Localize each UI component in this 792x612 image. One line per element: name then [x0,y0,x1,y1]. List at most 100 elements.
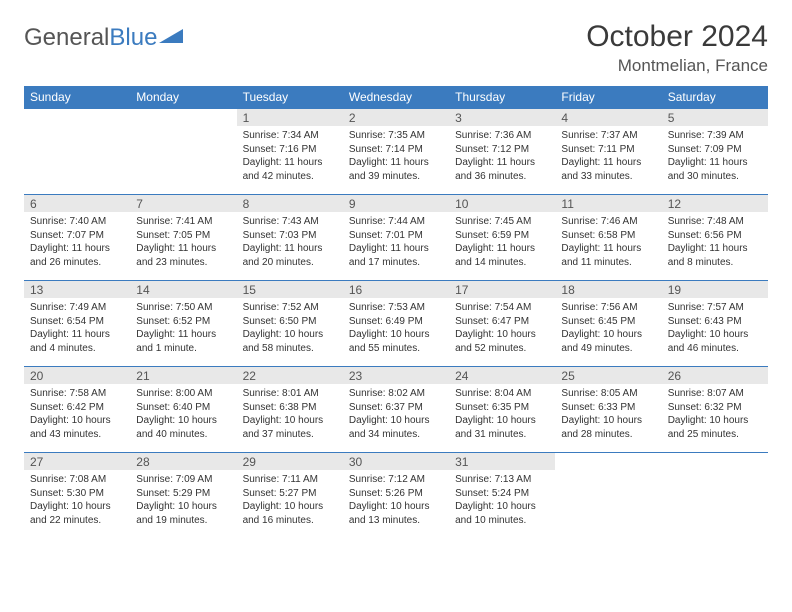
day-info: Sunrise: 8:00 AMSunset: 6:40 PMDaylight:… [130,384,236,445]
calendar-day-cell: 20Sunrise: 7:58 AMSunset: 6:42 PMDayligh… [24,367,130,453]
day-number: 28 [130,453,236,470]
calendar-day-cell: .. [662,453,768,539]
calendar-week-row: 27Sunrise: 7:08 AMSunset: 5:30 PMDayligh… [24,453,768,539]
day-number: 10 [449,195,555,212]
day-number: 4 [555,109,661,126]
calendar-day-cell: 14Sunrise: 7:50 AMSunset: 6:52 PMDayligh… [130,281,236,367]
day-number: 6 [24,195,130,212]
calendar-day-cell: 6Sunrise: 7:40 AMSunset: 7:07 PMDaylight… [24,195,130,281]
calendar-day-cell: 2Sunrise: 7:35 AMSunset: 7:14 PMDaylight… [343,109,449,195]
day-number: 25 [555,367,661,384]
day-info: Sunrise: 7:09 AMSunset: 5:29 PMDaylight:… [130,470,236,531]
calendar-day-cell: 19Sunrise: 7:57 AMSunset: 6:43 PMDayligh… [662,281,768,367]
day-info: Sunrise: 7:43 AMSunset: 7:03 PMDaylight:… [237,212,343,273]
month-title: October 2024 [586,20,768,54]
day-number: 8 [237,195,343,212]
day-number: 31 [449,453,555,470]
day-info: Sunrise: 7:08 AMSunset: 5:30 PMDaylight:… [24,470,130,531]
weekday-header: Saturday [662,86,768,109]
calendar-day-cell: 27Sunrise: 7:08 AMSunset: 5:30 PMDayligh… [24,453,130,539]
calendar-day-cell: 10Sunrise: 7:45 AMSunset: 6:59 PMDayligh… [449,195,555,281]
calendar-day-cell: 5Sunrise: 7:39 AMSunset: 7:09 PMDaylight… [662,109,768,195]
weekday-header: Thursday [449,86,555,109]
day-info: Sunrise: 8:01 AMSunset: 6:38 PMDaylight:… [237,384,343,445]
day-number: 23 [343,367,449,384]
day-number: 12 [662,195,768,212]
title-block: October 2024 Montmelian, France [586,20,768,76]
calendar-day-cell: 13Sunrise: 7:49 AMSunset: 6:54 PMDayligh… [24,281,130,367]
day-number: 3 [449,109,555,126]
day-info: Sunrise: 7:41 AMSunset: 7:05 PMDaylight:… [130,212,236,273]
day-number: 27 [24,453,130,470]
calendar-day-cell: 29Sunrise: 7:11 AMSunset: 5:27 PMDayligh… [237,453,343,539]
day-info: Sunrise: 7:37 AMSunset: 7:11 PMDaylight:… [555,126,661,187]
day-info: Sunrise: 7:45 AMSunset: 6:59 PMDaylight:… [449,212,555,273]
day-number: 21 [130,367,236,384]
day-number: 5 [662,109,768,126]
day-number: 30 [343,453,449,470]
day-number: 1 [237,109,343,126]
day-number: 20 [24,367,130,384]
calendar-week-row: 20Sunrise: 7:58 AMSunset: 6:42 PMDayligh… [24,367,768,453]
weekday-header: Friday [555,86,661,109]
day-number: 17 [449,281,555,298]
day-info: Sunrise: 7:13 AMSunset: 5:24 PMDaylight:… [449,470,555,531]
calendar-day-cell: 24Sunrise: 8:04 AMSunset: 6:35 PMDayligh… [449,367,555,453]
day-number: 13 [24,281,130,298]
calendar-day-cell: 30Sunrise: 7:12 AMSunset: 5:26 PMDayligh… [343,453,449,539]
day-info: Sunrise: 7:49 AMSunset: 6:54 PMDaylight:… [24,298,130,359]
calendar-day-cell: 8Sunrise: 7:43 AMSunset: 7:03 PMDaylight… [237,195,343,281]
calendar-day-cell: 21Sunrise: 8:00 AMSunset: 6:40 PMDayligh… [130,367,236,453]
day-number: 22 [237,367,343,384]
calendar-day-cell: 15Sunrise: 7:52 AMSunset: 6:50 PMDayligh… [237,281,343,367]
day-number: 16 [343,281,449,298]
day-info: Sunrise: 7:12 AMSunset: 5:26 PMDaylight:… [343,470,449,531]
day-number: 7 [130,195,236,212]
day-info: Sunrise: 8:02 AMSunset: 6:37 PMDaylight:… [343,384,449,445]
day-number: 9 [343,195,449,212]
calendar-day-cell: 25Sunrise: 8:05 AMSunset: 6:33 PMDayligh… [555,367,661,453]
calendar-day-cell: 17Sunrise: 7:54 AMSunset: 6:47 PMDayligh… [449,281,555,367]
logo-text-blue: Blue [109,24,157,52]
calendar-day-cell: 3Sunrise: 7:36 AMSunset: 7:12 PMDaylight… [449,109,555,195]
day-info: Sunrise: 7:11 AMSunset: 5:27 PMDaylight:… [237,470,343,531]
weekday-header-row: Sunday Monday Tuesday Wednesday Thursday… [24,86,768,109]
day-info: Sunrise: 8:07 AMSunset: 6:32 PMDaylight:… [662,384,768,445]
calendar-table: Sunday Monday Tuesday Wednesday Thursday… [24,86,768,539]
day-info: Sunrise: 8:04 AMSunset: 6:35 PMDaylight:… [449,384,555,445]
logo: GeneralBlue [24,24,185,52]
calendar-day-cell: 12Sunrise: 7:48 AMSunset: 6:56 PMDayligh… [662,195,768,281]
calendar-day-cell: 4Sunrise: 7:37 AMSunset: 7:11 PMDaylight… [555,109,661,195]
day-info: Sunrise: 7:39 AMSunset: 7:09 PMDaylight:… [662,126,768,187]
day-info: Sunrise: 7:48 AMSunset: 6:56 PMDaylight:… [662,212,768,273]
calendar-day-cell: 28Sunrise: 7:09 AMSunset: 5:29 PMDayligh… [130,453,236,539]
calendar-week-row: 6Sunrise: 7:40 AMSunset: 7:07 PMDaylight… [24,195,768,281]
day-number: 18 [555,281,661,298]
logo-triangle-icon [159,24,185,52]
day-info: Sunrise: 7:56 AMSunset: 6:45 PMDaylight:… [555,298,661,359]
header: GeneralBlue October 2024 Montmelian, Fra… [24,20,768,76]
day-info: Sunrise: 7:57 AMSunset: 6:43 PMDaylight:… [662,298,768,359]
day-info: Sunrise: 7:35 AMSunset: 7:14 PMDaylight:… [343,126,449,187]
day-info: Sunrise: 7:58 AMSunset: 6:42 PMDaylight:… [24,384,130,445]
day-info: Sunrise: 7:52 AMSunset: 6:50 PMDaylight:… [237,298,343,359]
calendar-day-cell: .. [555,453,661,539]
calendar-day-cell: 7Sunrise: 7:41 AMSunset: 7:05 PMDaylight… [130,195,236,281]
day-info: Sunrise: 7:50 AMSunset: 6:52 PMDaylight:… [130,298,236,359]
day-info: Sunrise: 8:05 AMSunset: 6:33 PMDaylight:… [555,384,661,445]
day-number: 29 [237,453,343,470]
day-info: Sunrise: 7:36 AMSunset: 7:12 PMDaylight:… [449,126,555,187]
calendar-week-row: ....1Sunrise: 7:34 AMSunset: 7:16 PMDayl… [24,109,768,195]
calendar-week-row: 13Sunrise: 7:49 AMSunset: 6:54 PMDayligh… [24,281,768,367]
calendar-day-cell: 9Sunrise: 7:44 AMSunset: 7:01 PMDaylight… [343,195,449,281]
weekday-header: Tuesday [237,86,343,109]
day-info: Sunrise: 7:34 AMSunset: 7:16 PMDaylight:… [237,126,343,187]
calendar-day-cell: 26Sunrise: 8:07 AMSunset: 6:32 PMDayligh… [662,367,768,453]
calendar-day-cell: 18Sunrise: 7:56 AMSunset: 6:45 PMDayligh… [555,281,661,367]
day-info: Sunrise: 7:40 AMSunset: 7:07 PMDaylight:… [24,212,130,273]
day-number: 19 [662,281,768,298]
day-number: 2 [343,109,449,126]
calendar-day-cell: 1Sunrise: 7:34 AMSunset: 7:16 PMDaylight… [237,109,343,195]
calendar-day-cell: 16Sunrise: 7:53 AMSunset: 6:49 PMDayligh… [343,281,449,367]
day-number: 15 [237,281,343,298]
